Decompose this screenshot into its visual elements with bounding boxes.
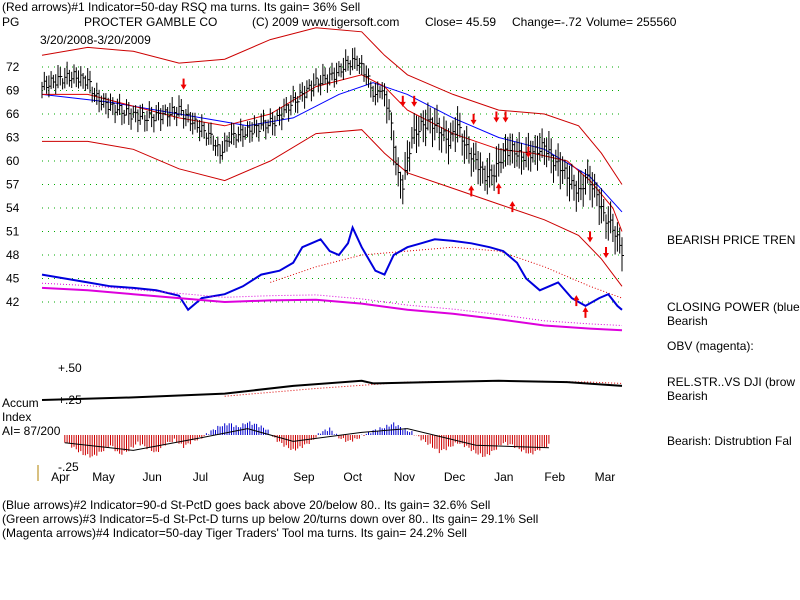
volume-text: Volume= 255560 [586, 15, 677, 29]
closing-power-status: Bearish [667, 314, 708, 328]
month-label: Oct [343, 470, 362, 484]
price-change: Change=-.72 [512, 15, 582, 29]
rel-str-status: Bearish [667, 389, 708, 403]
arrow-head [509, 201, 516, 207]
arrow-head [180, 84, 187, 90]
closing-power-ma-line [270, 246, 623, 299]
month-label: May [92, 470, 115, 484]
arrow-head [525, 152, 532, 158]
month-label: Feb [544, 470, 565, 484]
upper-band-line [41, 27, 623, 185]
buy-arrow-icon [573, 295, 580, 307]
price-tick-label: 66 [6, 107, 20, 121]
ticker-symbol: PG [2, 15, 20, 29]
company-name: PROCTER GAMBLE CO [84, 15, 218, 29]
sell-arrow-icon [470, 113, 477, 125]
accum-tick-label: -.25 [58, 460, 79, 474]
month-label: Sep [293, 470, 315, 484]
price-tick-label: 72 [6, 60, 20, 74]
ai-value-label: AI= 87/200 [2, 424, 61, 438]
arrow-head [582, 306, 589, 312]
bearish-price-trend-label: BEARISH PRICE TREN [667, 233, 796, 247]
month-label: Aug [243, 470, 264, 484]
header-indicator-line: (Red arrows)#1 Indicator=50-day RSQ ma t… [2, 0, 361, 14]
accum-index-histogram: -.25 [58, 421, 550, 474]
month-label: Jun [143, 470, 162, 484]
copyright-text: (C) 2009 www.tigersoft.com [252, 15, 400, 29]
arrow-head [573, 295, 580, 301]
date-range: 3/20/2008-3/20/2009 [40, 33, 151, 47]
sell-arrow-icon [603, 247, 610, 258]
arrow-head [502, 117, 509, 123]
obv-line [41, 286, 623, 332]
accum-index-ma-line [64, 428, 549, 451]
distribution-label: Bearish: Distrubtion Fal [667, 434, 792, 448]
index-label: Index [2, 410, 32, 424]
arrow-head [470, 119, 477, 125]
rel-str-line [41, 379, 623, 401]
price-tick-label: 60 [6, 154, 20, 168]
month-label: Jul [193, 470, 208, 484]
price-bars [41, 47, 624, 272]
buy-arrow-icon [495, 183, 502, 195]
accum-label: Accum [2, 396, 39, 410]
price-tick-label: 57 [6, 178, 20, 192]
sell-arrow-icon [399, 95, 406, 107]
footer-magenta-arrows: (Magenta arrows)#4 Indicator=50-day Tige… [2, 526, 467, 540]
obv-ma-line [41, 282, 623, 326]
arrow-head [587, 237, 594, 243]
signal-arrows [180, 78, 610, 318]
arrow-head [399, 101, 406, 107]
price-tick-label: 48 [6, 248, 20, 262]
month-label: Nov [394, 470, 415, 484]
sell-arrow-icon [411, 95, 418, 107]
grid-lines [42, 66, 622, 303]
arrow-head [411, 101, 418, 107]
rel-str-label: REL.STR..VS DJI (brow [667, 375, 796, 389]
price-tick-label: 54 [6, 201, 20, 215]
buy-arrow-icon [582, 306, 589, 318]
footer-blue-arrows: (Blue arrows)#2 Indicator=90-d St-PctD g… [2, 498, 491, 512]
month-label: Apr [51, 470, 70, 484]
arrow-head [493, 117, 500, 123]
buy-arrow-icon [509, 201, 516, 213]
close-price: Close= 45.59 [425, 15, 497, 29]
sell-arrow-icon [493, 111, 500, 123]
closing-power-label: CLOSING POWER (blue [667, 300, 800, 314]
arrow-head [603, 253, 610, 258]
sell-arrow-icon [180, 78, 187, 90]
month-label: Jan [494, 470, 513, 484]
price-tick-label: 69 [6, 84, 20, 98]
price-tick-label: 51 [6, 225, 20, 239]
arrow-head [468, 185, 475, 191]
obv-label: OBV (magenta): [667, 339, 754, 353]
price-tick-label: 45 [6, 272, 20, 286]
rel-str-tick-label: +.50 [58, 361, 82, 375]
sell-arrow-icon [587, 231, 594, 243]
buy-arrow-icon [468, 185, 475, 197]
price-tick-label: 42 [6, 295, 20, 309]
sell-arrow-icon [502, 111, 509, 123]
footer-green-arrows: (Green arrows)#3 Indicator=5-d St-Pct-D … [2, 512, 539, 526]
price-tick-label: 63 [6, 131, 20, 145]
month-label: Mar [595, 470, 616, 484]
closing-power-line [41, 224, 623, 312]
month-axis-labels: Apr May Jun Jul Aug Sep Oct Nov Dec Jan Feb Mar [51, 470, 615, 484]
lower-band-line [42, 129, 623, 287]
month-label: Dec [444, 470, 465, 484]
arrow-head [495, 183, 502, 189]
sell-arrow-icon [525, 146, 532, 158]
